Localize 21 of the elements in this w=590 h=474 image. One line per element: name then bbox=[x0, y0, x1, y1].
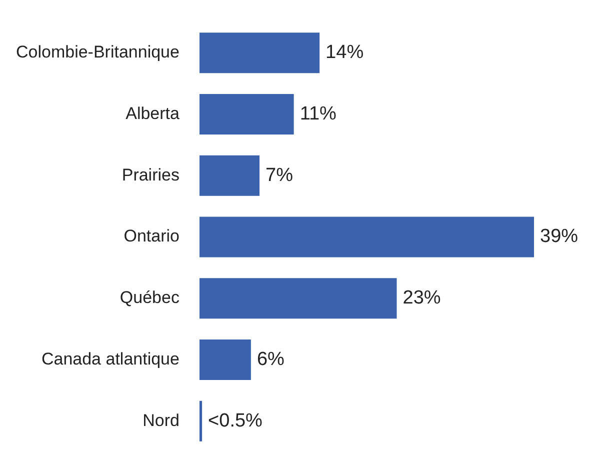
y-tick-label: Prairies bbox=[122, 165, 180, 184]
y-tick-label: Nord bbox=[142, 410, 180, 430]
y-tick-label: Ontario bbox=[124, 226, 180, 246]
y-tick-label: Colombie-Britannique bbox=[16, 42, 180, 62]
bar bbox=[199, 155, 260, 196]
bar bbox=[199, 216, 534, 258]
data-label: 11% bbox=[300, 103, 337, 124]
y-tick-label: Québec bbox=[120, 288, 180, 308]
data-label: 39% bbox=[540, 226, 578, 248]
data-label: <0.5% bbox=[208, 410, 263, 432]
y-tick-label: Alberta bbox=[126, 104, 180, 123]
bar bbox=[199, 94, 294, 134]
bar bbox=[199, 400, 202, 442]
bar bbox=[199, 278, 397, 319]
data-label: 14% bbox=[326, 42, 364, 64]
bar bbox=[199, 340, 251, 380]
y-tick-label: Canada atlantique bbox=[41, 349, 180, 368]
data-label: 7% bbox=[266, 164, 294, 186]
data-label: 6% bbox=[256, 348, 285, 370]
data-label: 23% bbox=[402, 288, 441, 309]
bar bbox=[199, 32, 320, 74]
